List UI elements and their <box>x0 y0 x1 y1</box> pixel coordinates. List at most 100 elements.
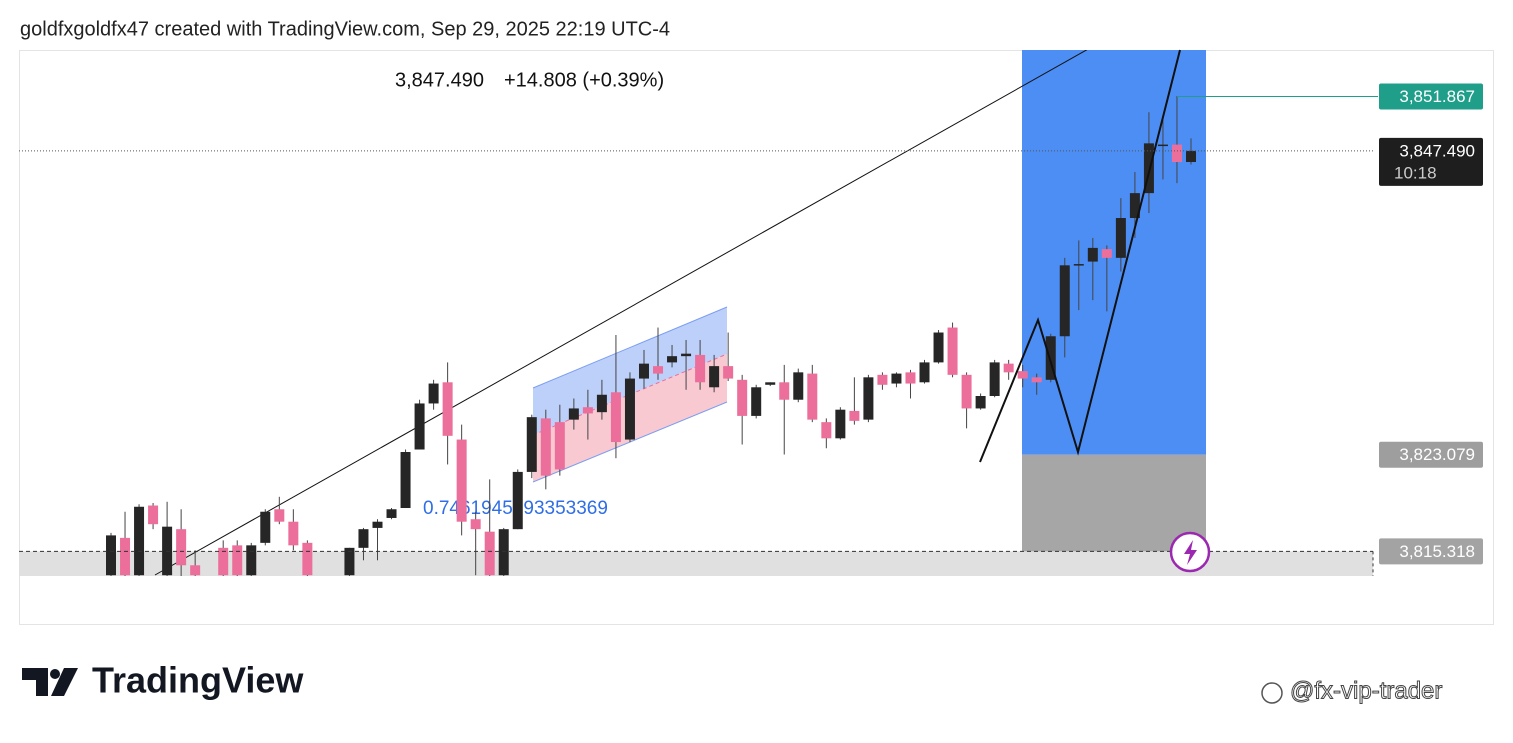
watermark-text: @fx-vip-trader <box>1290 677 1442 704</box>
candle-body <box>526 417 537 472</box>
candle-body <box>512 471 523 530</box>
candle-body <box>695 354 706 383</box>
candle-body <box>106 535 116 576</box>
price-label: 3,815.318 <box>1399 542 1475 561</box>
candle-body <box>653 366 664 374</box>
candle-body <box>1059 265 1070 337</box>
candle-body <box>596 394 607 413</box>
candle-body <box>1003 363 1014 373</box>
candle-body <box>176 529 187 566</box>
candle-body <box>1186 150 1196 163</box>
candle-body <box>863 377 874 420</box>
candle-body <box>1073 264 1084 266</box>
candle-body <box>274 509 285 522</box>
channel-upper <box>533 307 727 435</box>
candle-body <box>442 382 453 436</box>
candle-body <box>498 529 509 576</box>
price-label-bg <box>1379 137 1483 186</box>
candle-body <box>190 565 201 576</box>
candle-body <box>835 409 846 439</box>
candle-body <box>975 395 986 409</box>
support-band <box>19 551 1373 576</box>
watermark: @fx-vip-trader <box>1261 677 1443 705</box>
candle-body <box>554 422 565 470</box>
candle-body <box>793 372 804 400</box>
candle-body <box>961 374 972 409</box>
candle-body <box>582 407 593 414</box>
candle-body <box>148 505 159 525</box>
candle-body <box>1143 143 1154 194</box>
candle-body <box>456 439 467 522</box>
price-label-bg <box>1379 83 1483 110</box>
candle-body <box>568 408 579 420</box>
logo-text: TradingView <box>92 660 304 701</box>
candle-body <box>1101 249 1112 258</box>
candle-body <box>428 383 439 404</box>
logo: TradingView <box>22 660 304 701</box>
trend-line <box>154 50 1088 576</box>
stop-zone <box>1022 454 1206 552</box>
candle-body <box>765 382 776 385</box>
candle-body <box>624 378 635 440</box>
candle-body <box>120 537 131 576</box>
candle-body <box>751 387 762 416</box>
candle-body <box>134 506 145 576</box>
header: goldfxgoldfx47 created with TradingView.… <box>20 18 670 40</box>
candle-body <box>246 545 257 576</box>
candle-body <box>302 542 313 576</box>
candle-body <box>470 519 481 530</box>
candle-body <box>779 382 790 400</box>
candle-body <box>821 422 832 439</box>
candle-body <box>919 362 930 383</box>
candle-body <box>681 353 692 357</box>
candle-body <box>218 547 229 576</box>
candle-body <box>1045 336 1056 380</box>
plot-frame <box>19 50 1494 625</box>
overlays: 3,851.867 3,847.490 10:18 3,823.079 3,815.31… <box>19 49 1483 576</box>
candle-body <box>484 531 495 576</box>
candle-body <box>400 452 411 509</box>
candle-body <box>1087 247 1098 262</box>
candle-body <box>372 521 383 528</box>
candle-body <box>737 379 748 416</box>
candle-body <box>877 374 888 385</box>
candle-body <box>344 547 355 576</box>
candle-body <box>1031 377 1042 383</box>
candle-body <box>709 366 720 388</box>
candle-body <box>540 418 551 476</box>
price-change: +14.808 (+0.39%) <box>504 69 664 91</box>
zigzag <box>979 49 1181 463</box>
candle-body <box>891 373 902 384</box>
target-zone <box>1022 50 1206 455</box>
candle-body <box>386 509 397 518</box>
price-label: 3,851.867 <box>1399 87 1475 106</box>
candle-body <box>1129 193 1140 219</box>
alert-bolt <box>1184 540 1197 565</box>
candle-body <box>933 332 944 363</box>
candle-body <box>358 529 369 548</box>
candle-body <box>947 327 958 375</box>
price-label: 3,847.490 <box>1399 141 1475 160</box>
drawings: 0.7461945393353369 <box>19 50 1373 576</box>
candle-body <box>232 545 243 576</box>
last-price: 3,847.490 <box>395 69 484 91</box>
candle-body <box>1171 144 1182 163</box>
candles <box>106 96 1196 576</box>
price-label-bg <box>1379 441 1483 468</box>
candle-body <box>638 363 649 379</box>
candle-body <box>905 372 916 384</box>
price-label: 3,823.079 <box>1399 445 1475 464</box>
channel-top <box>532 306 728 389</box>
countdown: 10:18 <box>1394 163 1437 182</box>
candle-body <box>610 392 621 443</box>
candle-body <box>667 356 678 363</box>
candle-body <box>288 521 299 546</box>
candle-body <box>723 366 734 379</box>
candle-body <box>807 373 818 420</box>
candle-body <box>414 403 425 450</box>
candle-body <box>989 362 1000 396</box>
candle-body <box>1115 218 1126 258</box>
candle-body <box>849 410 860 421</box>
